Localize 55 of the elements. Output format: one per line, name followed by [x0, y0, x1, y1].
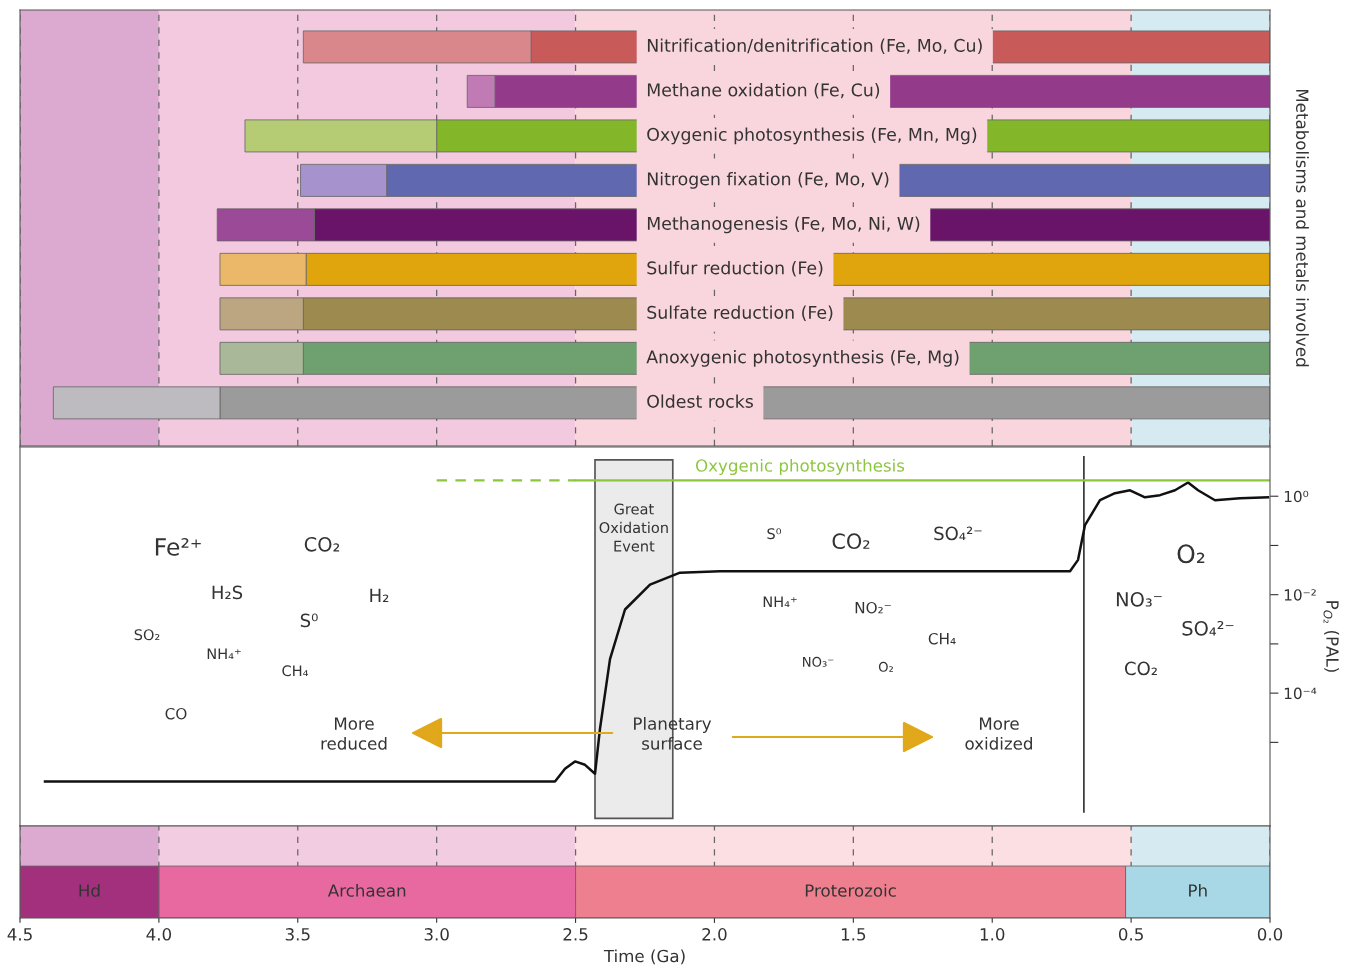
x-tick-label: 3.5 — [285, 928, 310, 941]
y-tick-label: 10⁻² — [1284, 589, 1316, 601]
annotation: S⁰ — [300, 613, 318, 628]
x-tick-label: 1.0 — [980, 928, 1005, 941]
band-label: Great Oxidation Event — [599, 503, 668, 552]
annotation: H₂ — [370, 588, 389, 603]
annotation: H₂S — [212, 585, 243, 600]
category-label: Methanogenesis (Fe, Mo, Ni, W) — [647, 216, 920, 234]
category-label: Anoxygenic photosynthesis (Fe, Mg) — [646, 349, 959, 367]
annotation: NH₄⁺ — [207, 648, 241, 660]
annotation: Fe²⁺ — [155, 537, 201, 556]
category-label: Oldest rocks — [647, 394, 753, 408]
y-tick-label: 10⁰ — [1284, 490, 1309, 503]
annotation: CO — [165, 707, 187, 720]
annotation: More oxidized — [965, 717, 1032, 750]
x-tick-label: 3.0 — [424, 928, 449, 941]
annotation: More reduced — [321, 717, 387, 750]
category-label: Nitrification/denitrification (Fe, Mo, Cu) — [647, 38, 982, 55]
annotation: CO₂ — [1124, 661, 1157, 676]
category-label: Sulfur reduction (Fe) — [647, 260, 823, 277]
annotation: CO₂ — [832, 533, 870, 550]
annotation: CO₂ — [304, 536, 340, 552]
y-axis-title: Metabolisms and metals involved — [1295, 89, 1309, 367]
x-tick-label: 0.0 — [1257, 928, 1283, 941]
series-label: Oxygenic photosynthesis — [696, 458, 905, 476]
annotation: NO₂⁻ — [855, 601, 891, 614]
annotation: SO₄²⁻ — [934, 526, 982, 541]
x-tick-label: 1.5 — [841, 928, 866, 941]
line-series — [43, 481, 1270, 783]
annotation: SO₂ — [134, 629, 160, 641]
x-tick-label: 2.5 — [563, 928, 588, 941]
annotation: NO₃⁻ — [1116, 591, 1162, 607]
annotation: NH₄⁺ — [763, 596, 797, 608]
x-tick-label: 0.5 — [1118, 928, 1143, 941]
series-label: Proterozoic — [805, 883, 896, 897]
x-tick-label: 2.0 — [702, 928, 727, 941]
category-label: Oxygenic photosynthesis (Fe, Mn, Mg) — [647, 127, 977, 145]
annotation: CH₄ — [282, 665, 309, 677]
annotation: O₂ — [1177, 544, 1205, 564]
series-label: Ph — [1189, 883, 1207, 897]
category-label: Sulfate reduction (Fe) — [647, 305, 833, 321]
annotation: CH₄ — [928, 632, 956, 645]
y-axis-title: P$_{O₂}$ (PAL) — [1323, 601, 1340, 672]
series-label: Archaean — [327, 883, 406, 897]
category-label: Methane oxidation (Fe, Cu) — [647, 83, 880, 99]
x-axis-title: Time (Ga) — [603, 949, 685, 965]
category-label: Nitrogen fixation (Fe, Mo, V) — [647, 171, 889, 189]
annotation: NO₃⁻ — [803, 656, 834, 667]
annotation: SO₄²⁻ — [1182, 620, 1234, 636]
x-tick-label: 4.5 — [7, 928, 32, 941]
x-tick-label: 4.0 — [146, 928, 172, 941]
annotation: O₂ — [878, 661, 894, 672]
series-label: Hd — [79, 883, 100, 897]
annotation: S⁰ — [767, 528, 782, 540]
y-tick-label: 10⁻⁴ — [1284, 687, 1317, 700]
